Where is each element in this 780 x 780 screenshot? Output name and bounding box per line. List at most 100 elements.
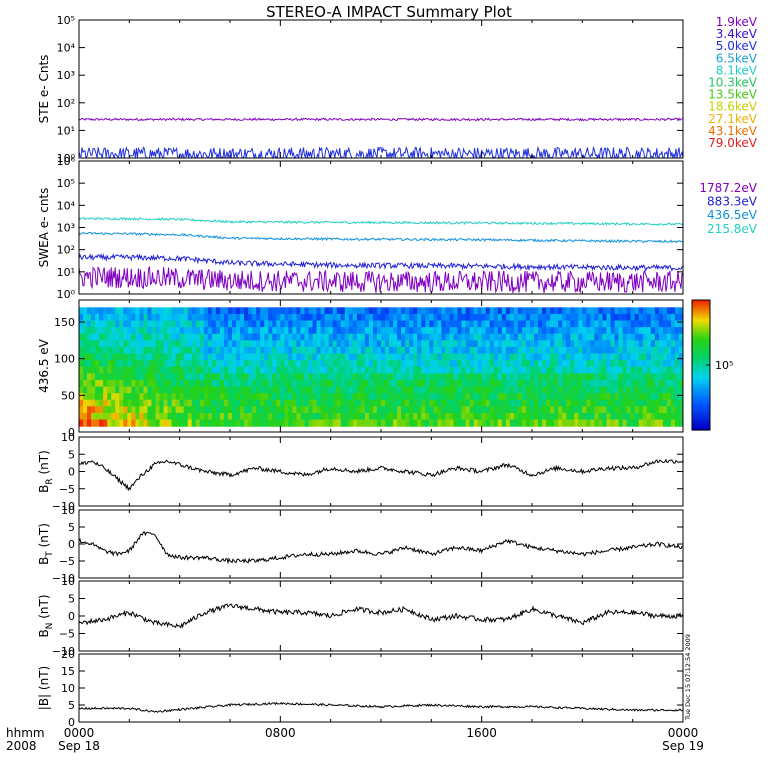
timestamp-label: Tue Dec 15 07:12:54 2009 xyxy=(684,634,692,721)
panel-br: −10 −5 0 5 10 BR (nT) xyxy=(37,431,684,513)
y-axis-label: 436.5 eV xyxy=(37,338,51,393)
legend-entry: 6.5keV xyxy=(716,51,758,65)
series-group xyxy=(79,117,683,158)
y-tick-label: 10 xyxy=(61,504,75,517)
panels: 10⁰ 10¹ 10² 10³ 10⁴ 10⁵ STE e- Cnts 1.9keV3.4ke… xyxy=(37,14,758,729)
legend-entry: 43.1keV xyxy=(708,124,758,138)
series-215.8eV xyxy=(79,216,683,226)
panel-frame xyxy=(78,436,684,507)
y-tick-label: 10⁰ xyxy=(57,288,76,301)
y-tick-label: 10 xyxy=(61,431,75,444)
panel-frame xyxy=(78,509,684,579)
y-tick-label: 10¹ xyxy=(57,124,75,137)
y-tick-label: −5 xyxy=(59,483,75,496)
x-corner-label: 2008 xyxy=(6,739,37,753)
panel-bt: −10 −5 0 5 10 BT (nT) xyxy=(37,504,684,585)
series-group xyxy=(79,701,683,713)
series-436.5eV xyxy=(79,231,683,244)
y-tick-label: 5 xyxy=(68,699,75,712)
y-tick-label: −10 xyxy=(52,572,75,585)
legend-entry: 5.0keV xyxy=(716,39,758,53)
y-tick-label: 10³ xyxy=(57,69,75,82)
panel-frame xyxy=(78,19,684,159)
x-tick-label: 0000 xyxy=(64,726,95,740)
series-bt xyxy=(79,531,683,565)
panel-bn: −10 −5 0 5 10 BN (nT) xyxy=(37,575,684,658)
y-tick-label: 10⁴ xyxy=(57,199,76,212)
y-tick-label: 0 xyxy=(68,610,75,623)
colorbar-tick-label: 10⁵ xyxy=(715,359,733,372)
y-tick-label: 50 xyxy=(61,389,75,402)
panel-bmag: 0 5 10 15 20 |B| (nT) xyxy=(37,648,684,729)
y-tick-label: 20 xyxy=(61,648,75,661)
legend-entry: 13.5keV xyxy=(708,88,758,102)
y-tick-label: 0 xyxy=(68,466,75,479)
y-tick-label: 10⁵ xyxy=(57,177,75,190)
series-bmag xyxy=(79,701,683,713)
y-axis-label: SWEA e- cnts xyxy=(37,188,51,268)
y-axis-label: STE e- Cnts xyxy=(37,55,51,124)
y-tick-label: −5 xyxy=(59,628,75,641)
x-date-label: Sep 18 xyxy=(58,739,100,753)
colorbar: 10⁵ xyxy=(691,299,733,431)
y-tick-label: 0 xyxy=(68,426,75,439)
legend-entry: 79.0keV xyxy=(708,136,758,150)
y-tick-label: 5 xyxy=(68,448,75,461)
y-tick-label: 5 xyxy=(68,521,75,534)
y-tick-label: 10 xyxy=(61,575,75,588)
series-group xyxy=(79,216,683,294)
y-axis-label: BT (nT) xyxy=(37,523,55,565)
panel-ste: 10⁰ 10¹ 10² 10³ 10⁴ 10⁵ STE e- Cnts 1.9keV3.4ke… xyxy=(37,14,758,165)
x-tick-label: 1600 xyxy=(466,726,497,740)
legend-entry: 8.1keV xyxy=(716,63,758,77)
y-tick-label: 100 xyxy=(54,353,75,366)
pitch-angle-heatmap xyxy=(79,300,683,432)
series-bn xyxy=(79,603,683,629)
y-tick-label: 10¹ xyxy=(57,266,75,279)
legend-entry: 27.1keV xyxy=(708,112,758,126)
legend-entry: 1.9keV xyxy=(716,15,758,29)
y-tick-label: 10⁰ xyxy=(57,152,76,165)
series-1787.2eV xyxy=(79,266,683,294)
y-tick-label: 10⁵ xyxy=(57,14,75,27)
series-group xyxy=(79,458,683,492)
y-axis-label: BN (nT) xyxy=(37,594,55,637)
y-axis-label: |B| (nT) xyxy=(37,666,51,710)
y-tick-label: 10³ xyxy=(57,222,75,235)
legend-entry: 10.3keV xyxy=(708,76,758,90)
series-3.4keV xyxy=(79,145,683,158)
y-tick-label: 10² xyxy=(57,244,75,257)
legend-entry: 18.6keV xyxy=(708,100,758,114)
y-tick-label: 10⁶ xyxy=(57,155,76,168)
y-tick-label: −5 xyxy=(59,555,75,568)
series-br xyxy=(79,458,683,492)
x-tick-label: 0000 xyxy=(668,726,699,740)
legend-entry: 215.8eV xyxy=(707,222,758,236)
y-tick-label: −10 xyxy=(52,500,75,513)
x-tick-label: 0800 xyxy=(265,726,296,740)
legend-entry: 3.4keV xyxy=(716,27,758,41)
series-1.9keV xyxy=(79,117,683,122)
y-tick-label: 0 xyxy=(68,538,75,551)
x-corner-label: hhmm xyxy=(6,726,45,740)
legend-entry: 436.5eV xyxy=(707,208,758,222)
y-tick-label: 10⁴ xyxy=(57,42,76,55)
y-tick-label: 10 xyxy=(61,682,75,695)
y-tick-label: 10² xyxy=(57,97,75,110)
y-tick-label: 5 xyxy=(68,593,75,606)
legend-entry: 1787.2eV xyxy=(699,181,757,195)
y-tick-label: 0 xyxy=(68,716,75,729)
y-tick-label: −10 xyxy=(52,645,75,658)
panel-swea: 10⁰ 10¹ 10² 10³ 10⁴ 10⁵ 10⁶ SWEA e- cnts 1787.2e… xyxy=(37,155,758,301)
legend-entry: 883.3eV xyxy=(707,195,758,209)
series-group xyxy=(79,531,683,565)
y-tick-label: 150 xyxy=(54,316,75,329)
series-group xyxy=(79,603,683,629)
y-axis-label: BR (nT) xyxy=(37,450,55,493)
x-date-label: Sep 19 xyxy=(662,739,704,753)
plot-title: STEREO-A IMPACT Summary Plot xyxy=(266,3,512,21)
y-tick-label: 15 xyxy=(61,665,75,678)
